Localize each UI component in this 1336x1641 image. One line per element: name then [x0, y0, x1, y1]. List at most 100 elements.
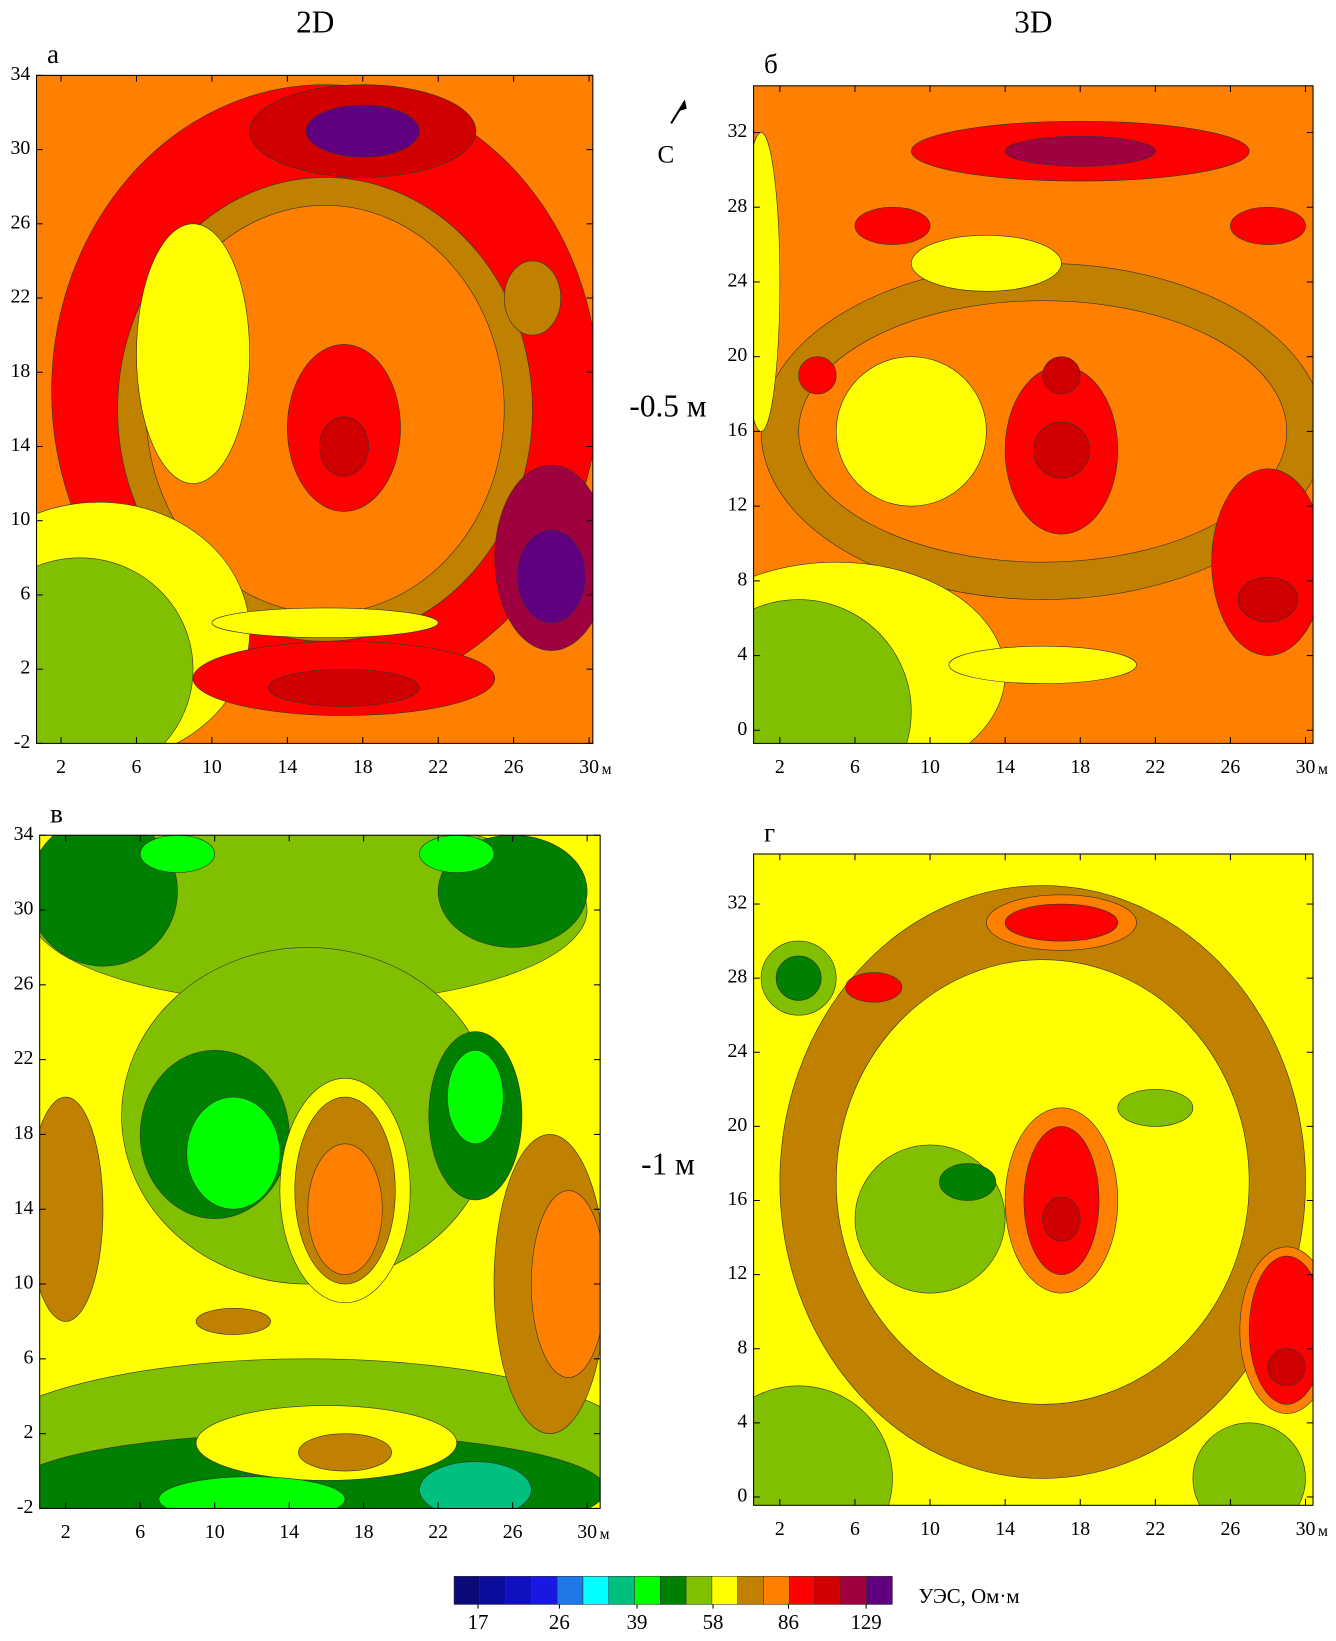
y-tick-label: 10: [10, 508, 30, 530]
contour-region: [36, 557, 194, 744]
y-tick-label: 20: [727, 344, 747, 366]
contour-region: [186, 1096, 281, 1210]
panel-label: а: [47, 39, 59, 69]
contour-region: [1032, 421, 1090, 479]
panel-label: б: [764, 49, 778, 79]
y-tick-label: 4: [737, 643, 747, 665]
x-tick-label: 10: [920, 1518, 940, 1540]
x-tick-label: 30: [579, 756, 599, 778]
colorbar-tick-label: 86: [778, 1610, 799, 1634]
y-tick-label: 30: [14, 898, 34, 920]
column-title: 3D: [1014, 4, 1052, 39]
y-tick-label: 6: [23, 1346, 33, 1368]
x-tick-label: 22: [428, 756, 448, 778]
contour-region: [1117, 1089, 1194, 1127]
contour-region: [268, 668, 420, 707]
x-tick-label: 26: [1221, 756, 1241, 778]
contour-region: [854, 206, 931, 245]
colorbar-swatch: [531, 1576, 558, 1605]
x-tick-label: 30: [1296, 1518, 1316, 1540]
y-tick-label: 26: [10, 211, 30, 233]
y-tick-label: 2: [23, 1421, 33, 1443]
contour-region: [753, 132, 781, 432]
colorbar-swatch: [479, 1576, 506, 1605]
y-tick-label: 28: [727, 195, 747, 217]
x-tick-label: 2: [61, 1521, 71, 1543]
contour-region: [195, 1308, 271, 1335]
plot-frame: [39, 834, 601, 1509]
contour-region: [939, 1163, 997, 1201]
y-tick-label: 22: [10, 286, 30, 308]
colorbar-tick-label: 58: [703, 1610, 724, 1634]
contour-region: [298, 1433, 392, 1472]
contour-field: [753, 854, 1314, 1506]
x-unit: м: [1318, 1523, 1328, 1540]
y-tick-label: 32: [727, 892, 747, 914]
x-tick-label: 22: [1145, 756, 1165, 778]
y-tick-label: 34: [14, 823, 34, 845]
row-title: -0.5 м: [629, 389, 706, 424]
contour-region: [211, 607, 439, 638]
y-tick-label: 28: [727, 966, 747, 988]
north-arrow-head: [679, 99, 687, 111]
contour-region: [753, 1385, 893, 1506]
x-tick-label: 22: [1145, 1518, 1165, 1540]
colorbar-swatch: [788, 1576, 816, 1605]
colorbar-tick-label: 39: [627, 1610, 648, 1634]
x-unit: м: [600, 1526, 610, 1543]
x-tick-label: 10: [920, 756, 940, 778]
contour-field: [39, 835, 601, 1509]
panel-label: г: [764, 817, 775, 847]
x-tick-label: 14: [279, 1521, 299, 1543]
y-tick-label: 14: [14, 1197, 34, 1219]
x-tick-label: 30: [1296, 756, 1316, 778]
contour-region: [517, 529, 586, 624]
contour-field: [36, 75, 593, 744]
x-tick-label: 14: [995, 756, 1015, 778]
colorbar-swatch: [866, 1576, 893, 1605]
x-tick-label: 18: [354, 1521, 374, 1543]
contour-region: [39, 1096, 104, 1322]
x-tick-label: 2: [56, 756, 66, 778]
x-tick-label: 26: [504, 756, 524, 778]
plot-frame: [753, 853, 1314, 1506]
plot-frame: [753, 85, 1314, 744]
colorbar-swatch: [737, 1576, 764, 1605]
contour-region: [775, 955, 822, 1001]
panel-label: в: [50, 799, 63, 829]
y-tick-label: 26: [14, 972, 34, 994]
y-tick-label: 20: [727, 1114, 747, 1136]
colorbar-swatch: [453, 1576, 481, 1605]
contour-region: [136, 223, 250, 484]
x-tick-label: 10: [205, 1521, 225, 1543]
y-tick-label: 12: [727, 494, 747, 516]
contour-region: [845, 972, 903, 1003]
y-tick-label: -2: [14, 731, 31, 753]
contour-region: [530, 1190, 601, 1378]
colorbar-tick-label: 17: [468, 1610, 489, 1634]
contour-region: [305, 104, 420, 158]
y-tick-label: 18: [14, 1122, 34, 1144]
y-tick-label: 4: [737, 1410, 747, 1432]
colorbar-tick-label: 129: [850, 1610, 881, 1634]
y-tick-label: 12: [727, 1262, 747, 1284]
colorbar-swatch: [660, 1576, 687, 1605]
y-tick-label: 16: [727, 1188, 747, 1210]
x-tick-label: 14: [277, 756, 297, 778]
contour-region: [753, 599, 912, 744]
colorbar-swatch: [556, 1576, 584, 1605]
x-tick-label: 30: [577, 1521, 597, 1543]
contour-field: [753, 85, 1314, 744]
colorbar-swatch: [814, 1576, 842, 1605]
colorbar-tick-label: 26: [549, 1610, 570, 1634]
north-label: С: [658, 142, 675, 169]
contour-region: [139, 835, 216, 873]
x-tick-label: 10: [202, 756, 222, 778]
contour-region: [948, 645, 1137, 684]
x-tick-label: 6: [850, 756, 860, 778]
plot-frame: [36, 74, 594, 744]
x-tick-label: 18: [353, 756, 373, 778]
contour-region: [307, 1143, 383, 1275]
colorbar-swatch: [711, 1576, 738, 1605]
